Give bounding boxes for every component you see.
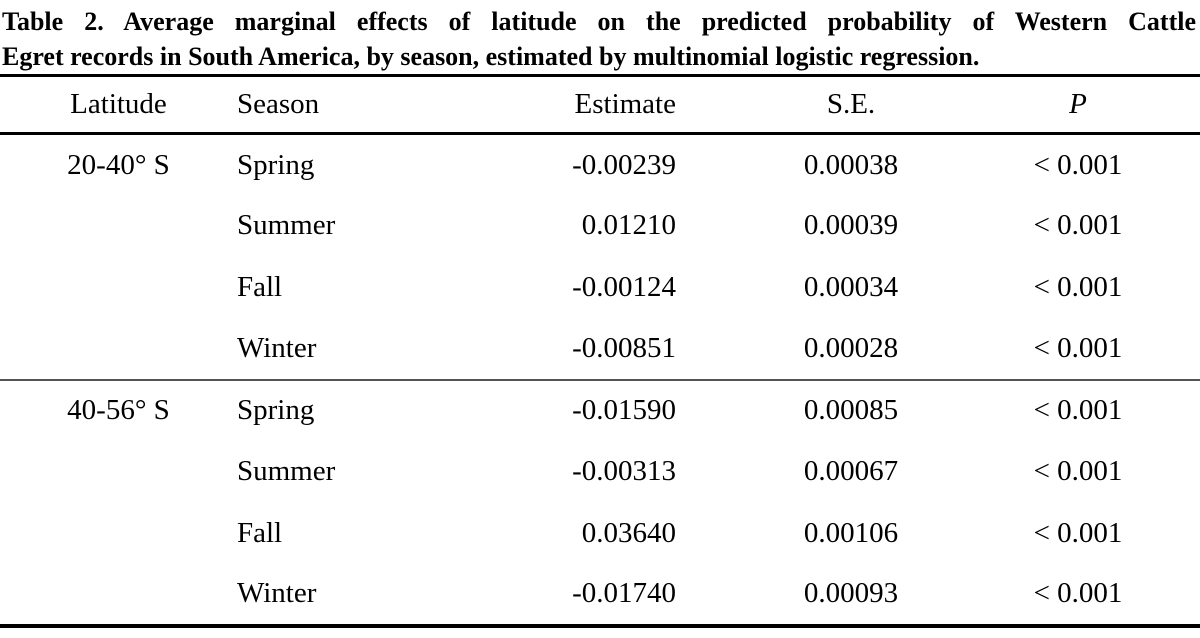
cell-spacer [1130, 503, 1200, 565]
cell-season: Summer [237, 209, 336, 242]
cell-p: < 0.001 [1033, 331, 1123, 364]
cell-season: Fall [237, 516, 283, 549]
cell-spacer [1130, 564, 1200, 626]
table-body: 20-40° S Spring -0.00239 0.00038 < 0.001… [0, 134, 1200, 626]
col-header-season: Season [237, 88, 320, 120]
table-row: 20-40° S Spring -0.00239 0.00038 < 0.001 [0, 134, 1200, 196]
cell-spacer [1130, 134, 1200, 196]
cell-season: Winter [237, 331, 317, 364]
cell-se: 0.00093 [803, 577, 899, 610]
cell-season: Spring [237, 148, 315, 181]
header-row: Latitude Season Estimate S.E. P [0, 76, 1200, 134]
table-caption-line-2: Egret records in South America, by seaso… [2, 42, 980, 71]
cell-season: Fall [237, 270, 283, 303]
cell-se: 0.00038 [803, 148, 899, 181]
table-row: Fall 0.03640 0.00106 < 0.001 [0, 503, 1200, 565]
col-header-p: P [1069, 88, 1087, 120]
table-caption-line-1: Table 2. Average marginal effects of lat… [2, 7, 1196, 36]
cell-latitude [0, 564, 237, 626]
cell-estimate: 0.01210 [581, 209, 676, 242]
cell-latitude: 40-56° S [67, 394, 170, 427]
col-header-estimate: Estimate [574, 88, 676, 120]
cell-latitude [0, 503, 237, 565]
cell-spacer [1130, 318, 1200, 380]
col-header-se: S.E. [826, 88, 876, 120]
results-table: Latitude Season Estimate S.E. P 20-40° S… [0, 74, 1200, 628]
cell-p: < 0.001 [1033, 270, 1123, 303]
cell-spacer [1130, 257, 1200, 319]
cell-season: Winter [237, 577, 317, 610]
cell-p: < 0.001 [1033, 455, 1123, 488]
table-row: Winter -0.00851 0.00028 < 0.001 [0, 318, 1200, 380]
cell-season: Spring [237, 394, 315, 427]
cell-spacer [1130, 195, 1200, 257]
cell-latitude [0, 257, 237, 319]
cell-p: < 0.001 [1033, 577, 1123, 610]
cell-latitude: 20-40° S [67, 148, 170, 181]
cell-se: 0.00034 [803, 270, 899, 303]
cell-latitude [0, 195, 237, 257]
cell-p: < 0.001 [1033, 209, 1123, 242]
cell-se: 0.00039 [803, 209, 899, 242]
cell-se: 0.00067 [803, 455, 899, 488]
table-row: Summer 0.01210 0.00039 < 0.001 [0, 195, 1200, 257]
cell-spacer [1130, 380, 1200, 442]
table-row: Summer -0.00313 0.00067 < 0.001 [0, 441, 1200, 503]
cell-spacer [1130, 441, 1200, 503]
cell-p: < 0.001 [1033, 516, 1123, 549]
table-row: Fall -0.00124 0.00034 < 0.001 [0, 257, 1200, 319]
cell-se: 0.00028 [803, 331, 899, 364]
table-caption: Table 2. Average marginal effects of lat… [0, 0, 1200, 74]
cell-p: < 0.001 [1033, 394, 1123, 427]
cell-estimate: 0.03640 [581, 516, 676, 549]
cell-estimate: -0.01590 [572, 394, 676, 427]
cell-season: Summer [237, 455, 336, 488]
col-header-spacer [1130, 76, 1200, 134]
table-row: 40-56° S Spring -0.01590 0.00085 < 0.001 [0, 380, 1200, 442]
cell-estimate: -0.00239 [572, 148, 676, 181]
cell-p: < 0.001 [1033, 148, 1123, 181]
cell-estimate: -0.00851 [572, 331, 676, 364]
cell-se: 0.00106 [803, 516, 899, 549]
table-row: Winter -0.01740 0.00093 < 0.001 [0, 564, 1200, 626]
cell-estimate: -0.01740 [572, 577, 676, 610]
cell-estimate: -0.00124 [572, 270, 676, 303]
cell-latitude [0, 318, 237, 380]
col-header-latitude: Latitude [70, 88, 167, 120]
cell-estimate: -0.00313 [572, 455, 676, 488]
table-header: Latitude Season Estimate S.E. P [0, 76, 1200, 134]
cell-latitude [0, 441, 237, 503]
cell-se: 0.00085 [803, 394, 899, 427]
